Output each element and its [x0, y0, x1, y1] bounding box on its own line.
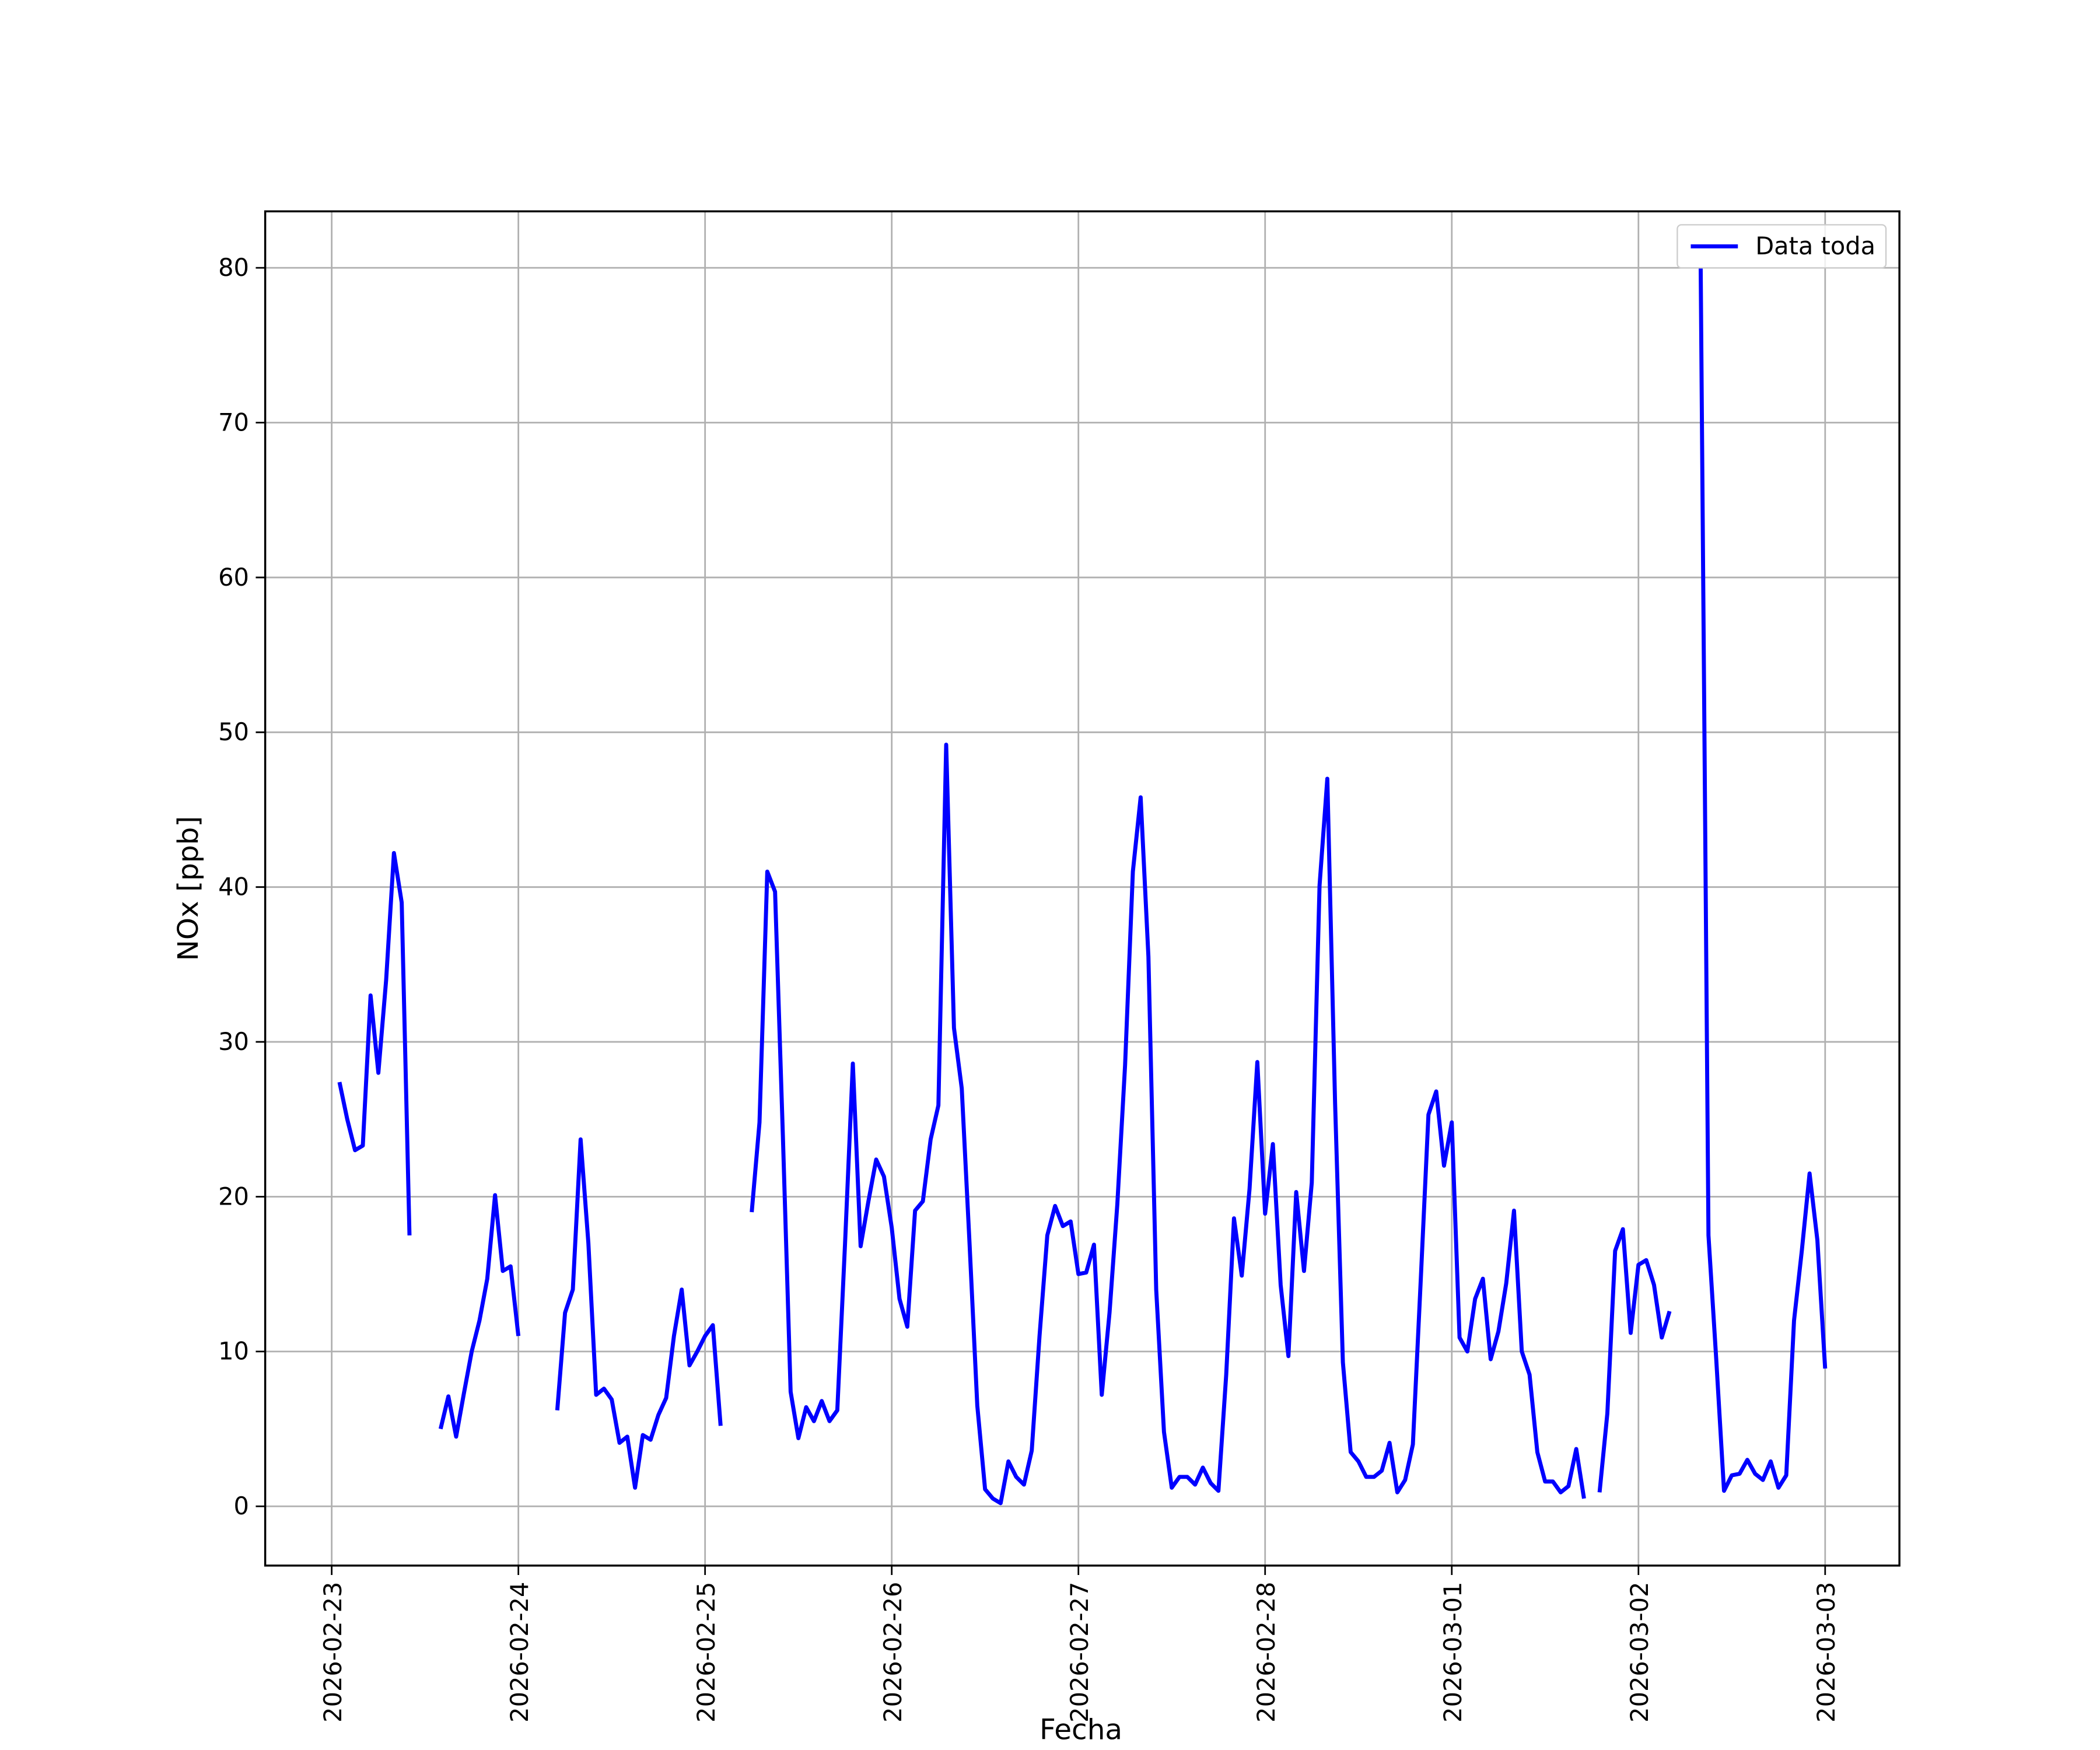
plot-frame: [264, 210, 1901, 1567]
y-tick-label: 50: [218, 718, 249, 746]
legend-box: [1676, 224, 1887, 269]
x-axis-label: Fecha: [1040, 1714, 1122, 1746]
y-tick-label: 20: [218, 1182, 249, 1210]
y-tick-label: 70: [218, 408, 249, 436]
y-tick-label: 80: [218, 253, 249, 282]
x-tick-label: 2026-02-23: [318, 1582, 347, 1723]
y-axis-label: NOx [ppb]: [172, 816, 205, 961]
y-tick-label: 30: [218, 1027, 249, 1056]
x-tick-label: 2026-02-24: [505, 1582, 534, 1723]
y-tick-label: 60: [218, 563, 249, 592]
data-line: [337, 268, 1828, 1506]
x-tick-label: 2026-03-02: [1625, 1582, 1654, 1723]
y-tick-label: 40: [218, 873, 249, 901]
x-tick-label: 2026-02-28: [1252, 1582, 1280, 1723]
legend-label: Data toda: [1755, 232, 1875, 260]
x-tick-label: 2026-02-25: [692, 1582, 720, 1723]
x-tick-label: 2026-02-26: [878, 1582, 907, 1723]
x-tick-label: 2026-03-01: [1438, 1582, 1467, 1723]
x-tick-label: 2026-02-27: [1065, 1582, 1094, 1723]
x-tick-label: 2026-03-03: [1812, 1582, 1840, 1723]
y-tick-label: 0: [234, 1492, 249, 1520]
y-tick-label: 10: [218, 1337, 249, 1366]
